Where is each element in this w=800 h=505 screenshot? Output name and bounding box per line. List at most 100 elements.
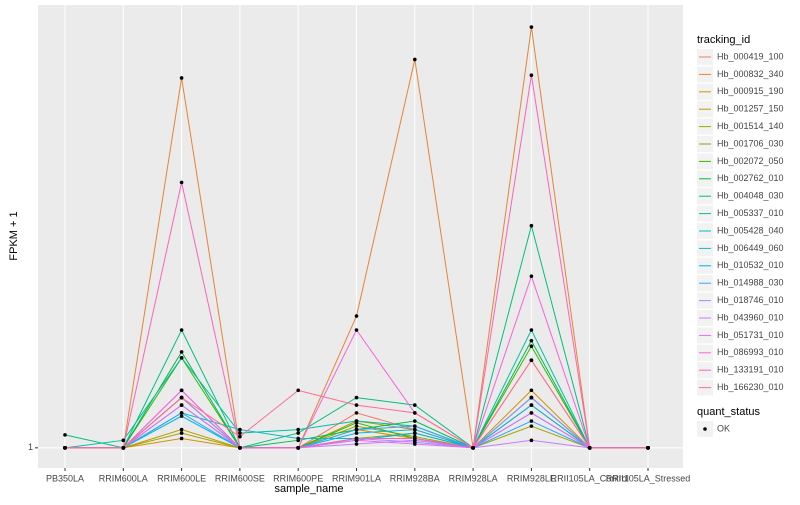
- x-tick-label: RRIM600LE: [157, 473, 206, 483]
- data-point: [413, 427, 417, 432]
- data-point: [238, 431, 242, 435]
- data-point: [529, 419, 534, 423]
- legend-label: Hb_002762_010: [717, 173, 784, 183]
- data-point: [413, 431, 417, 435]
- x-tick-label: PB350LA: [46, 473, 84, 483]
- data-point: [529, 411, 534, 415]
- data-point: [529, 73, 534, 78]
- x-axis-title: sample_name: [274, 483, 343, 495]
- legend-label: Hb_004048_030: [717, 191, 784, 201]
- data-point: [354, 411, 359, 415]
- data-point: [529, 274, 534, 279]
- legend-label: Hb_000419_100: [717, 51, 784, 61]
- x-tick-label: RRII105LA_Stressed: [606, 473, 691, 483]
- data-point: [63, 433, 67, 437]
- data-point: [529, 403, 534, 407]
- legend-label: Hb_043960_010: [717, 312, 784, 322]
- data-point: [179, 328, 184, 332]
- x-tick-label: RRIM600PE: [273, 473, 323, 483]
- data-point: [238, 446, 242, 450]
- legend-label: OK: [717, 423, 730, 433]
- data-point: [354, 328, 359, 332]
- data-point: [413, 411, 417, 415]
- legend-label: Hb_018746_010: [717, 295, 784, 305]
- x-tick-label: RRII105LA_Control: [551, 473, 629, 483]
- legend-label: Hb_051731_010: [717, 330, 784, 340]
- data-point: [179, 436, 184, 441]
- legend-label: Hb_000915_190: [717, 86, 784, 96]
- data-point: [413, 419, 417, 423]
- data-point: [529, 223, 534, 228]
- data-point: [413, 424, 417, 428]
- data-point: [296, 431, 301, 435]
- data-point: [121, 438, 126, 443]
- legend-label: Hb_133191_010: [717, 365, 784, 375]
- legend-label: Hb_006449_060: [717, 243, 784, 253]
- x-tick-label: RRIM600SE: [215, 473, 265, 483]
- data-point: [296, 427, 301, 432]
- data-point: [179, 395, 184, 400]
- data-point: [179, 350, 184, 354]
- data-point: [354, 314, 359, 318]
- data-point: [529, 25, 534, 29]
- data-point: [179, 180, 184, 185]
- data-point: [354, 403, 359, 407]
- legend-label: Hb_010532_010: [717, 260, 784, 270]
- legend-label: Hb_005337_010: [717, 208, 784, 218]
- data-point: [354, 424, 359, 428]
- data-point: [179, 411, 184, 415]
- legend-label: Hb_001514_140: [717, 121, 784, 131]
- data-point: [529, 395, 534, 400]
- data-point: [529, 388, 534, 393]
- data-point: [354, 431, 359, 435]
- data-point: [354, 419, 359, 423]
- data-point: [179, 76, 184, 80]
- data-point: [121, 446, 126, 450]
- legend-title: tracking_id: [697, 34, 750, 46]
- data-point: [529, 344, 534, 349]
- legend-swatch: [703, 427, 707, 431]
- legend-label: Hb_014988_030: [717, 278, 784, 288]
- data-point: [179, 431, 184, 435]
- legend-label: Hb_001706_030: [717, 138, 784, 148]
- data-point: [471, 446, 475, 450]
- data-point: [529, 358, 534, 363]
- data-point: [354, 442, 359, 446]
- data-point: [296, 436, 301, 441]
- data-point: [413, 57, 417, 62]
- y-axis-title: FPKM + 1: [8, 211, 20, 260]
- data-point: [413, 403, 417, 407]
- panel: [38, 5, 683, 468]
- data-point: [529, 424, 534, 428]
- legend-label: Hb_000832_340: [717, 69, 784, 79]
- x-tick-label: RRIM600LA: [99, 473, 148, 483]
- data-point: [354, 427, 359, 432]
- data-point: [529, 328, 534, 332]
- data-point: [646, 446, 650, 450]
- legend-label: Hb_086993_010: [717, 347, 784, 357]
- data-point: [296, 446, 301, 450]
- legend-label: Hb_005428_040: [717, 225, 784, 235]
- data-point: [529, 338, 534, 343]
- data-point: [179, 427, 184, 432]
- y-tick-label: 1: [28, 442, 33, 452]
- x-tick-label: RRIM928LE: [507, 473, 556, 483]
- data-point: [238, 434, 242, 439]
- data-point: [529, 438, 534, 443]
- data-point: [63, 446, 67, 450]
- data-point: [238, 427, 242, 432]
- data-point: [587, 446, 592, 450]
- legend-label: Hb_002072_050: [717, 156, 784, 166]
- data-point: [179, 414, 184, 418]
- data-point: [179, 403, 184, 407]
- legend-label: Hb_166230_010: [717, 382, 784, 392]
- data-point: [179, 356, 184, 360]
- data-point: [296, 388, 301, 393]
- data-point: [413, 436, 417, 441]
- data-point: [413, 442, 417, 446]
- legend-title: quant_status: [697, 406, 760, 418]
- x-tick-label: RRIM901LA: [332, 473, 381, 483]
- legend-label: Hb_001257_150: [717, 104, 784, 114]
- data-point: [179, 388, 184, 393]
